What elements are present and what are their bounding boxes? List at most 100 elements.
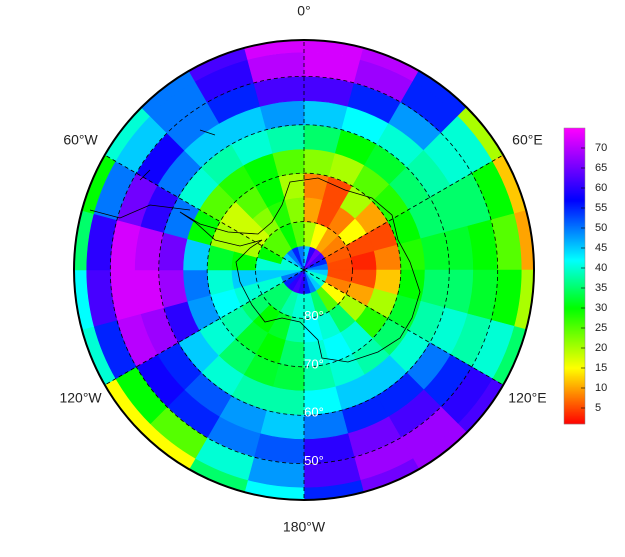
colorbar-strip [564, 423, 585, 425]
colorbar-strip [564, 257, 585, 259]
colorbar-strip [564, 251, 585, 253]
cell [420, 269, 450, 308]
colorbar-strip [564, 395, 585, 397]
colorbar-strip [564, 406, 585, 408]
colorbar-strip [564, 409, 585, 411]
colorbar-strip [564, 273, 585, 275]
colorbar-strip [564, 237, 585, 239]
colorbar-strip [564, 389, 585, 391]
colorbar-strip [564, 307, 585, 309]
colorbar-strip [564, 276, 585, 278]
lat-circle [255, 221, 353, 319]
colorbar-strip [564, 212, 585, 214]
cell [158, 269, 188, 308]
colorbar-strip [564, 342, 585, 344]
colorbar-strip [564, 357, 585, 359]
colorbar-strip [564, 394, 585, 396]
colorbar-strip [564, 271, 585, 273]
colorbar-strip [564, 164, 585, 166]
colorbar-strip [564, 203, 585, 205]
colorbar-strip [564, 334, 585, 336]
coastline [179, 177, 421, 363]
colorbar-strip [564, 153, 585, 155]
colorbar-strip [564, 313, 585, 315]
colorbar-strip [564, 299, 585, 301]
colorbar-strip [564, 306, 585, 308]
colorbar-strip [564, 384, 585, 386]
lat-label: 80° [304, 308, 324, 323]
colorbar-strip [564, 261, 585, 263]
colorbar-strip [564, 228, 585, 230]
colorbar-strip [564, 176, 585, 178]
lat-label: 70° [304, 356, 324, 371]
colorbar-strip [564, 304, 585, 306]
colorbar-strip [564, 191, 585, 193]
colorbar-strip [564, 229, 585, 231]
colorbar-strip [564, 152, 585, 154]
colorbar-strip [564, 399, 585, 401]
colorbar-strip [564, 195, 585, 197]
cell [158, 232, 188, 271]
colorbar-strip [564, 148, 585, 150]
colorbar-strip [564, 274, 585, 276]
colorbar-strip [564, 350, 585, 352]
colorbar-strip [564, 275, 585, 277]
colorbar-strip [564, 162, 585, 164]
colorbar-strip [564, 224, 585, 226]
colorbar-strip [564, 196, 585, 198]
colorbar-strip [564, 219, 585, 221]
colorbar-strip [564, 422, 585, 424]
colorbar-strip [564, 174, 585, 176]
colorbar-strip [564, 217, 585, 219]
colorbar-strip [564, 144, 585, 146]
colorbar-strip [564, 230, 585, 232]
colorbar-strip [564, 185, 585, 187]
colorbar-strip [564, 184, 585, 186]
colorbar-strip [564, 420, 585, 422]
cell [266, 124, 305, 154]
colorbar-strip [564, 356, 585, 358]
colorbar-strip [564, 361, 585, 363]
colorbar-strip [564, 168, 585, 170]
colorbar-strip [564, 396, 585, 398]
colorbar-strip [564, 381, 585, 383]
colorbar-strip [564, 128, 585, 130]
colorbar-strip [564, 151, 585, 153]
colorbar-strip [564, 246, 585, 248]
colorbar-strip [564, 404, 585, 406]
colorbar-strip [564, 283, 585, 285]
colorbar-strip [564, 323, 585, 325]
colorbar-strip [564, 214, 585, 216]
colorbar-strip [564, 160, 585, 162]
colorbar-strip [564, 133, 585, 135]
colorbar-strip [564, 309, 585, 311]
colorbar-strip [564, 161, 585, 163]
colorbar-strip [564, 252, 585, 254]
colorbar-strip [564, 284, 585, 286]
colorbar-strip [564, 256, 585, 258]
colorbar-strip [564, 138, 585, 140]
colorbar-strip [564, 355, 585, 357]
colorbar-strip [564, 215, 585, 217]
colorbar-strip [564, 343, 585, 345]
colorbar-strip [564, 239, 585, 241]
colorbar-strip [564, 266, 585, 268]
colorbar-strip [564, 336, 585, 338]
colorbar-strip [564, 367, 585, 369]
colorbar-strip [564, 298, 585, 300]
colorbar-strip [564, 255, 585, 257]
colorbar-strip [564, 268, 585, 270]
colorbar-strip [564, 258, 585, 260]
colorbar-strip [564, 328, 585, 330]
colorbar-strip [564, 193, 585, 195]
colorbar-strip [564, 208, 585, 210]
colorbar-strip [564, 242, 585, 244]
colorbar-label: 40 [595, 262, 607, 274]
labels: 80° 70° 60° 50° 0° 60°E 120°E 180°W 120°W 60°W [59, 3, 546, 535]
colorbar-strip [564, 244, 585, 246]
colorbar-strip [564, 178, 585, 180]
colorbar-strip [564, 149, 585, 151]
colorbar-strip [564, 167, 585, 169]
colorbar-strip [564, 373, 585, 375]
colorbar-strip [564, 169, 585, 171]
